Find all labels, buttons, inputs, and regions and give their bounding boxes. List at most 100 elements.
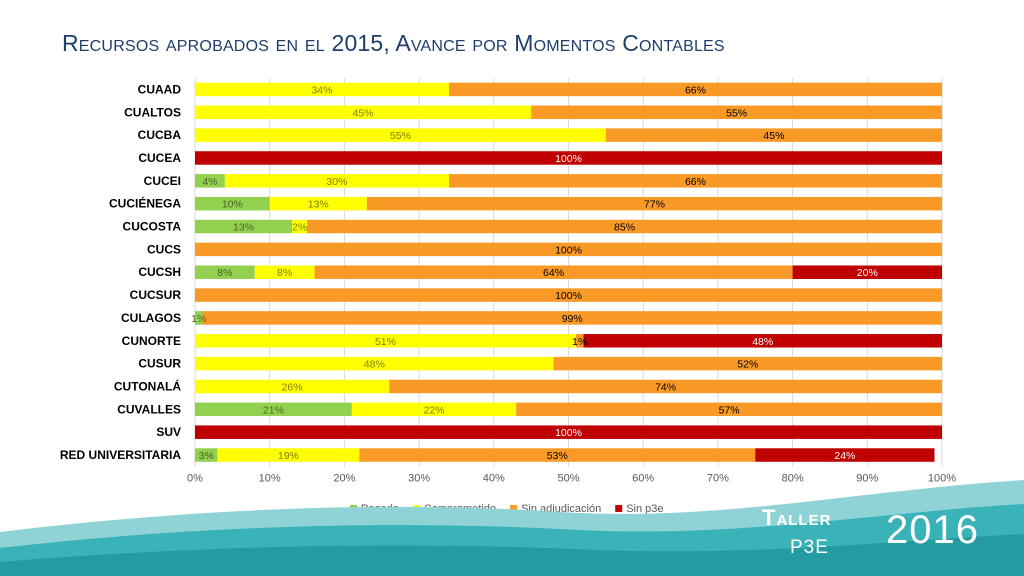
bar-segment (195, 196, 270, 211)
bar-segment (195, 151, 942, 165)
bar-segment (448, 82, 942, 97)
data-label: 85% (614, 222, 635, 234)
bar-segment (351, 402, 517, 417)
bar-segment (224, 174, 449, 188)
data-label: 66% (685, 84, 706, 96)
bar-segment (202, 311, 943, 325)
data-label: 99% (562, 313, 583, 325)
category-label: CUTONALÁ (114, 378, 181, 393)
data-label: 100% (555, 244, 582, 256)
badge-p3e: P3E (790, 537, 829, 558)
bar-segment (314, 265, 793, 279)
category-label: CUCSUR (130, 288, 182, 302)
page-title: Recursos aprobados en el 2015, Avance po… (62, 30, 725, 56)
category-label: CULAGOS (121, 311, 181, 325)
x-tick-label: 20% (333, 472, 355, 484)
bar-segment (195, 448, 218, 462)
data-label: 26% (282, 381, 303, 393)
category-label: CUCSH (138, 265, 181, 279)
data-label: 10% (222, 199, 243, 211)
data-label: 19% (278, 450, 299, 462)
data-label: 57% (719, 404, 740, 416)
bar-segment (307, 219, 942, 234)
category-label: CUCOSTA (123, 220, 182, 234)
bar-segment (516, 402, 942, 417)
chart-data-labels: 34% 66% 45% 55% 55% 45% 100% 4% 30% 66% 10% 13% 77% 1… (191, 84, 878, 462)
bar-segment (195, 288, 942, 302)
bar-segment (448, 174, 942, 188)
bar-segment (195, 105, 532, 120)
data-label: 100% (555, 153, 582, 165)
badge-year: 2016 (886, 508, 979, 552)
bar-segment (195, 425, 942, 439)
data-label: 100% (555, 427, 582, 439)
x-tick-label: 60% (632, 472, 654, 484)
bar-segment (583, 334, 942, 348)
data-label: 1% (191, 313, 206, 325)
bar-segment (389, 379, 943, 394)
data-label: 100% (555, 290, 582, 302)
data-label: 48% (364, 359, 385, 371)
x-tick-label: 40% (483, 472, 505, 484)
x-tick-label: 70% (707, 472, 729, 484)
data-label: 55% (390, 130, 411, 142)
category-label: SUV (156, 425, 181, 439)
data-label: 13% (308, 199, 329, 211)
bar-segment (366, 196, 942, 211)
legend-swatch (510, 505, 518, 512)
category-label: CUCIÉNEGA (109, 196, 181, 211)
data-label: 52% (737, 359, 758, 371)
x-tick-label: 100% (928, 472, 956, 484)
bar-segment (195, 242, 942, 257)
x-tick-label: 90% (856, 472, 878, 484)
bar-segment (269, 196, 367, 211)
legend-entry: Sin p3e (626, 503, 663, 515)
category-label: CUCS (147, 242, 181, 256)
x-tick-label: 10% (259, 472, 281, 484)
bar-segment (217, 448, 360, 462)
x-tick-label: 80% (782, 472, 804, 484)
category-label: CUSUR (138, 357, 181, 371)
bar-segment (195, 265, 255, 279)
data-label: 51% (375, 336, 396, 348)
category-label: CUCEI (144, 174, 181, 188)
bar-segment (292, 219, 308, 234)
data-label: 8% (217, 267, 232, 279)
data-label: 48% (752, 336, 773, 348)
x-tick-label: 50% (557, 472, 579, 484)
data-label: 20% (857, 267, 878, 279)
bar-segment (195, 174, 225, 188)
category-label: RED UNIVERSITARIA (60, 448, 181, 462)
data-label: 13% (233, 222, 254, 234)
bar-segment (575, 334, 584, 348)
category-label: CUNORTE (122, 334, 181, 348)
category-label: CUAAD (138, 82, 182, 96)
data-label: 77% (644, 199, 665, 211)
data-label: 22% (424, 404, 445, 416)
bar-segment (254, 265, 315, 279)
bar-segment (195, 334, 576, 348)
legend-swatch (615, 505, 623, 512)
bar-segment (553, 356, 942, 371)
category-label: CUALTOS (124, 105, 181, 119)
bar-segment (359, 448, 756, 462)
data-label: 34% (311, 84, 332, 96)
bar-segment (195, 311, 203, 325)
data-label: 45% (763, 130, 784, 142)
x-tick-label: 30% (408, 472, 430, 484)
data-label: 8% (277, 267, 292, 279)
data-label: 24% (834, 450, 855, 462)
data-label: 74% (655, 381, 676, 393)
bar-segment (605, 128, 942, 142)
data-label: 1% (572, 336, 587, 348)
bar-segment (195, 82, 449, 97)
bar-segment (792, 265, 942, 279)
chart-category-labels: CUAAD CUALTOS CUCBA CUCEA CUCEI CUCIÉNEGA CUCO… (60, 82, 181, 462)
data-label: 21% (263, 404, 284, 416)
data-label: 53% (547, 450, 568, 462)
bar-segment (195, 219, 293, 234)
chart-tick-labels: 0% 10% 20% 30% 40% 50% 60% 70% 80% 90% 100% (187, 472, 956, 484)
data-label: 45% (353, 107, 374, 119)
bar-segment (195, 128, 606, 142)
